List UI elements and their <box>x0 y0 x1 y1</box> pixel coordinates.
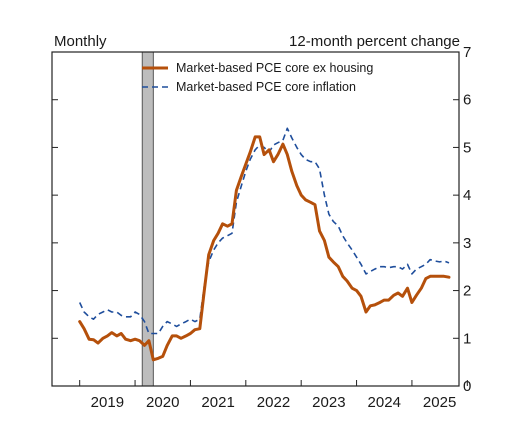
x-tick-label: 2025 <box>423 394 456 411</box>
x-tick-label: 2022 <box>257 394 290 411</box>
plot-frame <box>51 51 460 387</box>
x-tick-label: 2024 <box>368 394 401 411</box>
y-tick-label: 7 <box>463 44 471 61</box>
x-tick-label: 2021 <box>201 394 234 411</box>
x-tick-label: 2019 <box>91 394 124 411</box>
y-tick-label: 6 <box>463 92 471 109</box>
units-note: 12-month percent change <box>289 33 460 50</box>
legend: Market-based PCE core ex housing Market-b… <box>142 61 373 94</box>
y-tick-label: 4 <box>463 187 471 204</box>
legend-label: Market-based PCE core ex housing <box>176 61 373 75</box>
x-tick-label: 2023 <box>312 394 345 411</box>
series-line-core-ex-housing <box>78 135 451 362</box>
y-tick-label: 1 <box>463 330 471 347</box>
legend-label: Market-based PCE core inflation <box>176 80 356 94</box>
x-tick-label: 2020 <box>146 394 179 411</box>
frequency-note: Monthly <box>54 33 107 50</box>
series-line-core-inflation <box>78 127 450 335</box>
y-tick-label: 2 <box>463 283 471 300</box>
y-tick-label: 5 <box>463 139 471 156</box>
y-tick-label: 3 <box>463 235 471 252</box>
y-tick-label: 0 <box>463 378 471 395</box>
recession-shading <box>141 51 154 387</box>
